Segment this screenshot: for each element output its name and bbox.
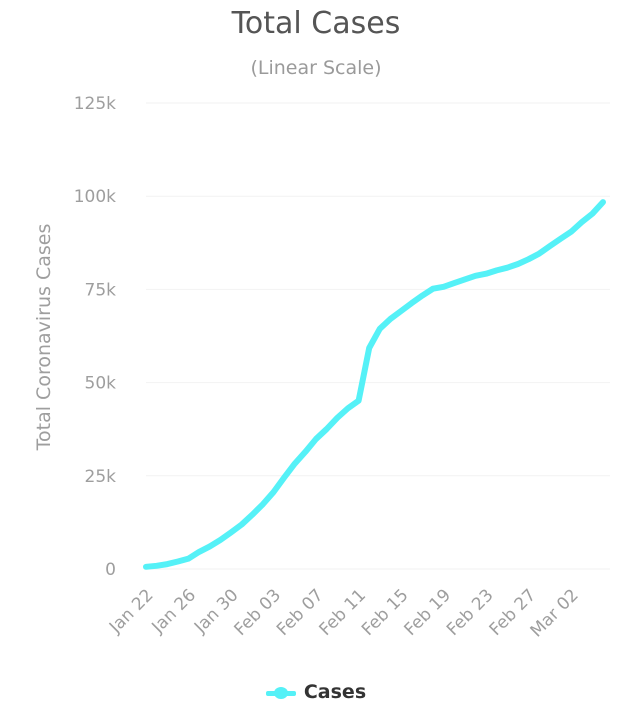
x-tick-label: Feb 07 (273, 585, 328, 640)
x-tick-label: Feb 19 (401, 585, 456, 640)
y-axis-label: Total Coronavirus Cases (33, 224, 55, 452)
y-tick-label: 0 (105, 560, 116, 580)
x-tick-label: Feb 03 (231, 585, 286, 640)
x-tick-label: Feb 23 (443, 585, 498, 640)
series-group (143, 199, 606, 570)
x-tick-label: Jan 26 (148, 585, 201, 638)
legend-swatch-icon (265, 686, 296, 699)
chart-subtitle: (Linear Scale) (250, 57, 382, 79)
x-tick-label: Jan 22 (105, 585, 158, 638)
series-line-cases[interactable] (143, 199, 606, 570)
y-axis-ticks: 0 25k 50k 75k 100k 125k (74, 94, 116, 580)
y-tick-label: 25k (85, 467, 117, 487)
legend-label-cases: Cases (303, 681, 367, 703)
x-tick-label: Feb 11 (316, 585, 371, 640)
y-tick-label: 50k (85, 374, 117, 394)
x-tick-label: Feb 15 (358, 585, 413, 640)
gridlines (146, 102, 610, 570)
chart-title: Total Cases (231, 6, 401, 41)
x-tick-label: Mar 02 (527, 585, 583, 641)
y-tick-label: 100k (74, 187, 116, 207)
y-tick-label: 75k (85, 280, 117, 300)
y-tick-label: 125k (74, 94, 116, 114)
legend[interactable]: Cases (0, 681, 632, 703)
